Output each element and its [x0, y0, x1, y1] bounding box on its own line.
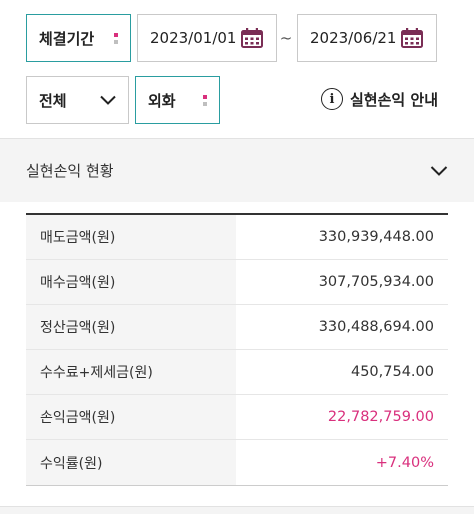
row-value: 330,939,448.00	[318, 229, 434, 245]
calendar-icon[interactable]	[240, 27, 264, 49]
scope-select[interactable]: 전체	[26, 76, 129, 124]
row-value: +7.40%	[375, 454, 434, 471]
selector-dots-icon	[114, 32, 118, 44]
row-label: 손익금액(원)	[26, 395, 236, 439]
table-row: 매수금액(원) 307,705,934.00	[26, 260, 448, 305]
currency-select[interactable]: 외화	[135, 76, 220, 124]
section-divider	[0, 506, 474, 514]
period-filter-row: 체결기간 2023/01/01 ~ 2023/06/21	[26, 14, 437, 62]
row-label: 매도금액(원)	[26, 215, 236, 259]
chevron-down-icon[interactable]	[430, 165, 448, 177]
table-row: 수수료+제세금(원) 450,754.00	[26, 350, 448, 395]
start-date-field[interactable]: 2023/01/01	[137, 14, 277, 62]
selector-dots-icon	[203, 94, 207, 106]
chevron-down-icon	[100, 95, 116, 105]
realized-pnl-guide-link[interactable]: i 실현손익 안내	[320, 88, 438, 110]
scope-select-label: 전체	[39, 91, 67, 110]
row-value: 307,705,934.00	[318, 274, 434, 290]
end-date-value: 2023/06/21	[310, 29, 397, 47]
summary-table: 매도금액(원) 330,939,448.00 매수금액(원) 307,705,9…	[26, 213, 448, 486]
start-date-value: 2023/01/01	[150, 29, 237, 47]
table-row: 수익률(원) +7.40%	[26, 440, 448, 485]
table-row: 매도금액(원) 330,939,448.00	[26, 215, 448, 260]
date-range-separator: ~	[279, 29, 293, 47]
table-row: 정산금액(원) 330,488,694.00	[26, 305, 448, 350]
row-label: 정산금액(원)	[26, 305, 236, 349]
info-circle-icon: i	[320, 88, 343, 110]
row-label: 수수료+제세금(원)	[26, 350, 236, 394]
summary-title: 실현손익 현황	[26, 162, 114, 180]
currency-select-label: 외화	[148, 91, 176, 110]
row-label: 수익률(원)	[26, 440, 236, 485]
summary-accordion-header[interactable]: 실현손익 현황	[0, 138, 474, 202]
period-type-label: 체결기간	[39, 29, 95, 48]
scope-filter-row: 전체 외화	[26, 76, 220, 124]
table-row: 손익금액(원) 22,782,759.00	[26, 395, 448, 440]
row-label: 매수금액(원)	[26, 260, 236, 304]
info-link-label: 실현손익 안내	[349, 90, 438, 109]
period-type-select[interactable]: 체결기간	[26, 14, 131, 62]
row-value: 450,754.00	[350, 364, 434, 380]
end-date-field[interactable]: 2023/06/21	[297, 14, 437, 62]
row-value: 22,782,759.00	[327, 409, 434, 425]
row-value: 330,488,694.00	[318, 319, 434, 335]
calendar-icon[interactable]	[400, 27, 424, 49]
